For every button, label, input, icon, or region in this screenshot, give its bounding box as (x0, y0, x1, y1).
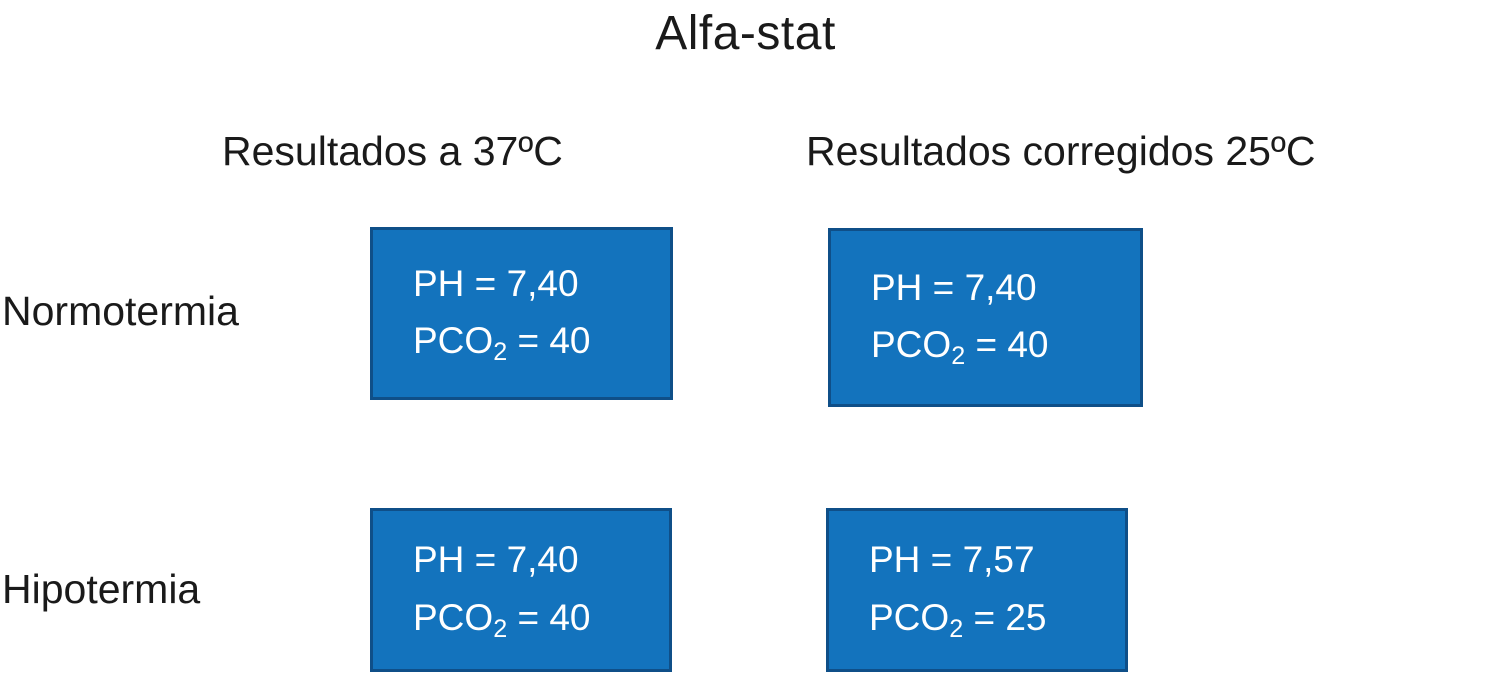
pco2-value: PCO2 = 40 (871, 324, 1049, 371)
ph-value: PH = 7,40 (413, 539, 579, 581)
result-box-normotermia-37c: PH = 7,40 PCO2 = 40 (370, 227, 673, 400)
result-box-hipotermia-25c: PH = 7,57 PCO2 = 25 (826, 508, 1128, 672)
column-header-37c: Resultados a 37ºC (222, 128, 563, 174)
pco2-value: PCO2 = 40 (413, 596, 591, 643)
ph-value: PH = 7,40 (871, 266, 1037, 308)
pco2-value: PCO2 = 40 (413, 320, 591, 367)
row-label-normotermia: Normotermia (2, 288, 239, 334)
subscript-2: 2 (949, 614, 964, 643)
pco2-value: PCO2 = 25 (869, 596, 1047, 643)
subscript-2: 2 (493, 614, 508, 643)
result-box-hipotermia-37c: PH = 7,40 PCO2 = 40 (370, 508, 672, 672)
subscript-2: 2 (493, 338, 508, 367)
result-box-normotermia-25c: PH = 7,40 PCO2 = 40 (828, 228, 1143, 407)
ph-value: PH = 7,57 (869, 539, 1035, 581)
subscript-2: 2 (951, 342, 966, 371)
column-header-25c: Resultados corregidos 25ºC (806, 128, 1316, 174)
ph-value: PH = 7,40 (413, 262, 579, 304)
diagram-title: Alfa-stat (655, 7, 836, 60)
row-label-hipotermia: Hipotermia (2, 566, 201, 612)
